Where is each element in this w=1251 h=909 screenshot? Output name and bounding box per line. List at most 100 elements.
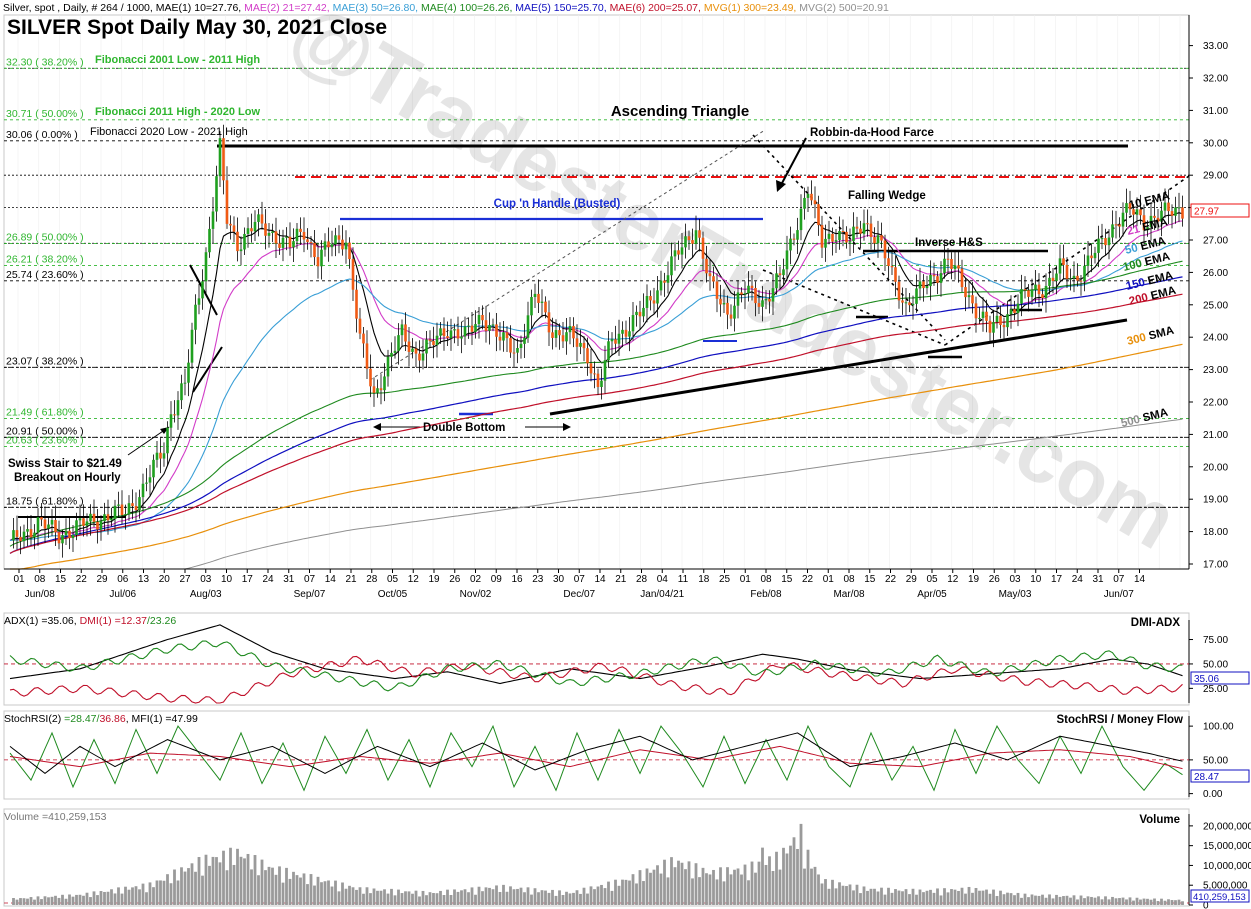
candle-body [698,230,701,238]
volume-bar [519,887,523,905]
volume-bar [355,889,358,905]
volume-bar [337,891,341,905]
volume-bar [407,891,411,905]
volume-bar [1167,899,1170,905]
candle-body [281,237,285,248]
volume-bar [1062,896,1065,905]
volume-bar [1058,896,1062,905]
x-day-label: 29 [906,574,918,585]
volume-bar [208,865,211,905]
candle-body [495,324,498,337]
candle-body [159,452,162,459]
candle-body [334,235,337,245]
candle-body [677,250,680,255]
volume-bar [715,879,719,905]
volume-bar [953,889,957,905]
volume-last-value: 410,259,153 [1193,892,1246,903]
volume-bar [722,881,726,905]
x-day-label: 25 [719,574,731,585]
label-swiss-stair-2: Breakout on Hourly [14,472,121,484]
panel-tick-label: 20,000,000 [1203,821,1251,832]
candle-body [309,242,313,244]
volume-bar [215,857,218,905]
candle-body [561,335,565,342]
volume-bar [922,892,925,905]
candle-body [222,138,225,181]
x-day-label: 08 [843,574,855,585]
volume-bar [1016,892,1020,905]
volume-bar [1139,899,1142,905]
legend-segment: MAE(3) 50=26.80, [333,2,421,14]
candle-body [666,275,670,283]
candle-body [351,259,355,290]
volume-bar [1181,901,1184,905]
candle-body [1107,237,1111,246]
volume-bar [131,887,134,905]
volume-bar [1125,899,1128,905]
volume-bar [733,869,736,905]
label-double-bottom: Double Bottom [423,422,505,434]
candle-body [901,300,904,303]
candle-body [918,281,922,289]
candle-body [603,360,607,381]
panel-tick-label: 50.00 [1203,755,1228,766]
candle-body [593,373,596,375]
candle-body [992,322,995,333]
price-tick-label: 31.00 [1203,106,1228,117]
x-day-label: 15 [55,574,67,585]
volume-bar [960,887,964,905]
volume-bar [967,886,971,905]
wedge-upper-dotted [752,134,946,341]
volume-bar [362,893,365,905]
candle-body [1076,275,1079,281]
candle-body [771,288,775,302]
volume-bar [887,887,890,905]
dmi-title: DMI-ADX [1131,617,1181,629]
volume-bar [757,861,761,905]
candle-body [267,232,271,236]
x-day-label: 05 [387,574,399,585]
fib-level-label: 30.71 ( 50.00% ) [6,108,84,120]
price-tick-label: 18.00 [1203,527,1228,538]
ma-line-100 [9,260,1183,547]
x-day-label: 31 [283,574,295,585]
candle-body [848,241,852,243]
candle-body [414,348,418,354]
candle-body [978,317,981,319]
candle-body [596,373,600,388]
candle-body [946,258,950,260]
volume-bar [838,882,841,905]
candle-body [866,223,869,225]
candle-body [320,249,323,267]
candle-body [33,532,36,538]
candle-body [894,267,897,282]
candle-body [194,304,197,330]
volume-bar [540,890,544,905]
volume-last-box [1190,889,1250,903]
volume-bar [897,890,901,905]
volume-bar [743,864,747,905]
candle-body [1062,258,1065,265]
legend-segment: MAE(4) 100=26.26, [421,2,515,14]
candle-body [173,414,176,416]
volume-bar [645,868,649,905]
volume-bar [89,897,92,905]
volume-bar [880,887,883,905]
volume-bar [729,874,733,905]
candle-body [1153,215,1156,218]
stoch-series-line [9,724,1183,792]
candle-body [719,298,722,305]
candle-body [617,333,621,344]
legend-segment: /23.26 [147,615,176,627]
candle-body [169,414,173,428]
candle-body [824,238,827,248]
candle-body [743,293,747,295]
candle-body [376,388,379,393]
candle-body [1170,211,1174,216]
candle-body [708,273,712,277]
volume-bar [1002,894,1006,905]
volume-bar [400,893,404,905]
volume-bar [901,891,904,905]
candle-body [729,314,733,319]
candle-body [197,298,201,305]
